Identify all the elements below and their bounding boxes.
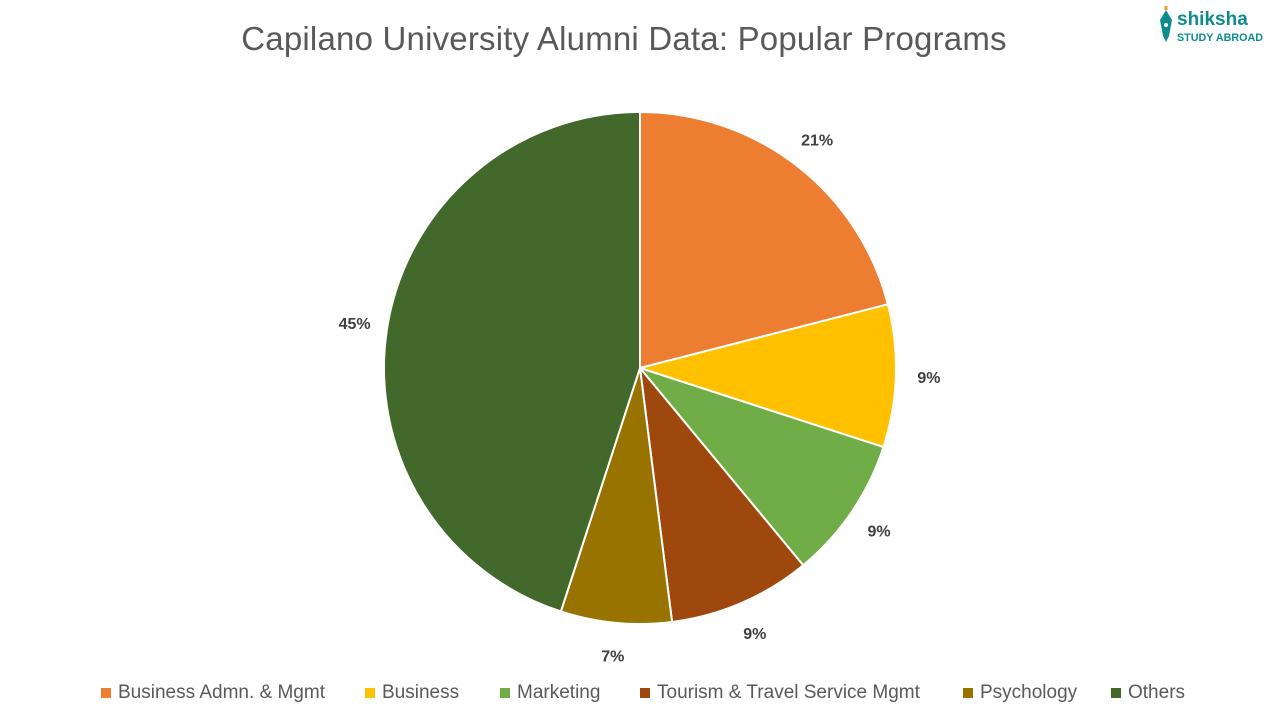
legend-item-3: Marketing xyxy=(500,682,600,704)
legend-swatch xyxy=(1111,688,1121,698)
legend-item-5: Psychology xyxy=(963,682,1077,704)
legend-item-4: Tourism & Travel Service Mgmt xyxy=(640,682,920,704)
logo-brand: shiksha xyxy=(1177,9,1248,30)
pie-slice-2 xyxy=(636,303,897,449)
pen-nib-icon xyxy=(1160,6,1172,42)
pie-slice-4 xyxy=(638,364,805,624)
legend-label: Others xyxy=(1128,682,1186,703)
legend-item-6: Others xyxy=(1111,682,1185,704)
data-label-6: 45% xyxy=(339,316,371,333)
legend-swatch xyxy=(101,688,111,698)
legend-label: Business Admn. & Mgmt xyxy=(118,682,325,703)
legend-swatch xyxy=(640,688,650,698)
data-label-3: 9% xyxy=(867,523,890,540)
pie-slice-1 xyxy=(639,110,890,370)
pie-data-labels: 21% 9% 9% 9% 7% 45% xyxy=(339,133,941,666)
legend-swatch xyxy=(365,688,375,698)
pie-slices xyxy=(383,110,897,625)
pie-slice-5 xyxy=(559,367,674,625)
legend-swatch xyxy=(500,688,510,698)
legend-label: Psychology xyxy=(980,682,1078,703)
pie-slice-6 xyxy=(383,110,641,613)
legend-label: Tourism & Travel Service Mgmt xyxy=(657,682,920,703)
legend-item-2: Business xyxy=(365,682,459,704)
chart-legend: Business Admn. & Mgmt Business Marketing To… xyxy=(0,682,1280,708)
logo-tagline: STUDY ABROAD xyxy=(1177,32,1263,44)
data-label-2: 9% xyxy=(917,370,940,387)
legend-label: Business xyxy=(382,682,460,703)
legend-label: Marketing xyxy=(517,682,601,703)
data-label-1: 21% xyxy=(801,133,833,150)
data-label-5: 7% xyxy=(601,649,624,666)
pie-slice-3 xyxy=(637,365,885,567)
legend-swatch xyxy=(963,688,973,698)
legend-item-1: Business Admn. & Mgmt xyxy=(101,682,325,704)
chart-title: Capilano University Alumni Data: Popular… xyxy=(241,20,1007,57)
shiksha-logo: shiksha STUDY ABROAD xyxy=(1160,6,1263,44)
data-label-4: 9% xyxy=(743,626,766,643)
